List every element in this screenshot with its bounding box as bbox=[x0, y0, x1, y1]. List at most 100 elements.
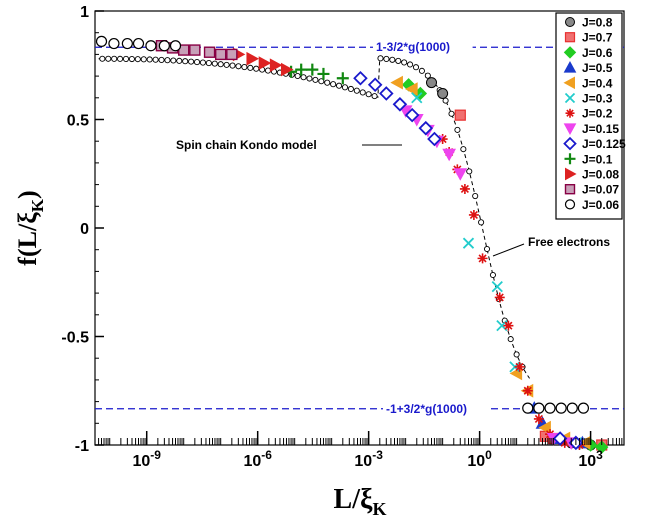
theory-curve-marker bbox=[128, 55, 135, 63]
theory-curve-marker bbox=[330, 81, 337, 88]
data-point bbox=[392, 97, 408, 112]
theory-curve-marker bbox=[401, 59, 408, 66]
data-point bbox=[533, 402, 545, 414]
data-point bbox=[95, 35, 108, 47]
data-point bbox=[203, 46, 216, 58]
data-point bbox=[226, 48, 238, 61]
data-point bbox=[566, 402, 578, 414]
theory-curve-marker bbox=[217, 61, 224, 68]
series-j-0-1 bbox=[285, 63, 349, 85]
theory-curve-marker bbox=[199, 59, 206, 66]
data-point bbox=[462, 237, 475, 249]
data-point bbox=[425, 77, 437, 89]
data-point bbox=[306, 63, 319, 76]
theory-curve-marker bbox=[158, 56, 165, 63]
data-point bbox=[454, 109, 466, 121]
legend-marker bbox=[564, 199, 576, 210]
theory-curve-marker bbox=[134, 56, 141, 63]
theory-curve-marker bbox=[359, 89, 366, 96]
y-tick-label: -0.5 bbox=[61, 330, 89, 347]
data-point bbox=[132, 37, 145, 50]
legend-label: J=0.1 bbox=[582, 152, 613, 166]
data-point bbox=[522, 402, 534, 414]
data-point bbox=[390, 75, 403, 90]
theory-curve-marker bbox=[341, 84, 349, 91]
theory-curve-marker bbox=[140, 56, 147, 63]
theory-curve-marker bbox=[371, 93, 378, 100]
legend-label: J=0.4 bbox=[582, 76, 613, 90]
data-point bbox=[577, 402, 590, 414]
theory-curve-marker bbox=[170, 57, 177, 64]
theory-curve-marker bbox=[193, 59, 201, 66]
series-j-0-6 bbox=[401, 78, 609, 454]
legend-label: J=0.125 bbox=[582, 137, 626, 151]
data-point bbox=[503, 320, 514, 331]
data-point bbox=[269, 58, 283, 73]
theory-curve-marker bbox=[253, 65, 260, 72]
data-point bbox=[477, 253, 488, 264]
theory-curve-marker bbox=[383, 55, 390, 62]
data-point bbox=[189, 44, 201, 56]
data-point bbox=[353, 70, 368, 86]
legend-marker bbox=[563, 61, 577, 73]
legend-label: J=0.5 bbox=[582, 61, 613, 75]
theory-curve-marker bbox=[235, 63, 242, 70]
theory-curve-marker bbox=[223, 61, 230, 68]
data-point bbox=[552, 431, 568, 446]
theory-curve-marker bbox=[353, 87, 360, 94]
legend-item: J=0.07 bbox=[564, 183, 619, 197]
theory-curve-marker bbox=[489, 271, 496, 279]
data-point bbox=[538, 420, 551, 435]
data-point bbox=[169, 40, 182, 52]
theory-curve-marker bbox=[424, 72, 431, 79]
theory-curve-marker bbox=[229, 62, 236, 69]
y-tick-label: 1 bbox=[80, 4, 89, 21]
theory-curve-marker bbox=[377, 55, 384, 62]
legend-item: J=0.1 bbox=[564, 152, 613, 166]
theory-curve-marker bbox=[318, 78, 325, 85]
legend-marker bbox=[565, 167, 577, 181]
x-axis-title: L/ξK bbox=[334, 484, 387, 519]
theory-curve bbox=[98, 55, 530, 379]
legend: J=0.8J=0.7J=0.6J=0.5J=0.4J=0.3J=0.2J=0.1… bbox=[555, 12, 626, 220]
legend-marker bbox=[565, 108, 575, 118]
legend-marker bbox=[564, 92, 576, 104]
annotation-label: Free electrons bbox=[528, 235, 610, 249]
y-tick-label: -1 bbox=[75, 438, 89, 455]
data-point bbox=[533, 413, 544, 424]
data-point bbox=[258, 56, 272, 70]
legend-item: J=0.7 bbox=[564, 31, 613, 45]
legend-item: J=0.8 bbox=[565, 16, 613, 30]
legend-marker bbox=[564, 183, 576, 195]
data-point bbox=[145, 40, 157, 52]
theory-curve-marker bbox=[241, 63, 248, 71]
annotation-pointer bbox=[492, 243, 525, 257]
legend-marker bbox=[565, 17, 575, 27]
data-point bbox=[246, 51, 259, 66]
legend-item: J=0.06 bbox=[564, 198, 619, 212]
data-point bbox=[555, 402, 567, 414]
legend-marker bbox=[564, 32, 576, 43]
legend-label: J=0.6 bbox=[582, 46, 613, 60]
data-point bbox=[522, 385, 533, 396]
theory-curve-marker bbox=[294, 72, 301, 80]
theory-curve-marker bbox=[513, 351, 520, 358]
data-point bbox=[336, 72, 349, 85]
theory-curve-marker bbox=[176, 57, 183, 64]
reference-label-bg bbox=[373, 39, 473, 55]
theory-curve-marker bbox=[211, 60, 218, 67]
data-point bbox=[491, 280, 503, 293]
series-j-0-08 bbox=[232, 47, 294, 77]
annotation-label: Spin chain Kondo model bbox=[176, 138, 317, 152]
theory-curve-marker bbox=[105, 55, 112, 62]
theory-curve-marker bbox=[182, 58, 189, 65]
legend-item: J=0.2 bbox=[565, 107, 613, 121]
reference-label-bg bbox=[383, 400, 490, 416]
theory-curve-marker bbox=[454, 126, 461, 133]
theory-curve-marker bbox=[306, 75, 313, 82]
theory-curve-marker bbox=[99, 55, 106, 62]
series-j-0-125 bbox=[353, 70, 584, 451]
theory-curve-marker bbox=[152, 56, 159, 63]
data-point bbox=[317, 67, 330, 80]
